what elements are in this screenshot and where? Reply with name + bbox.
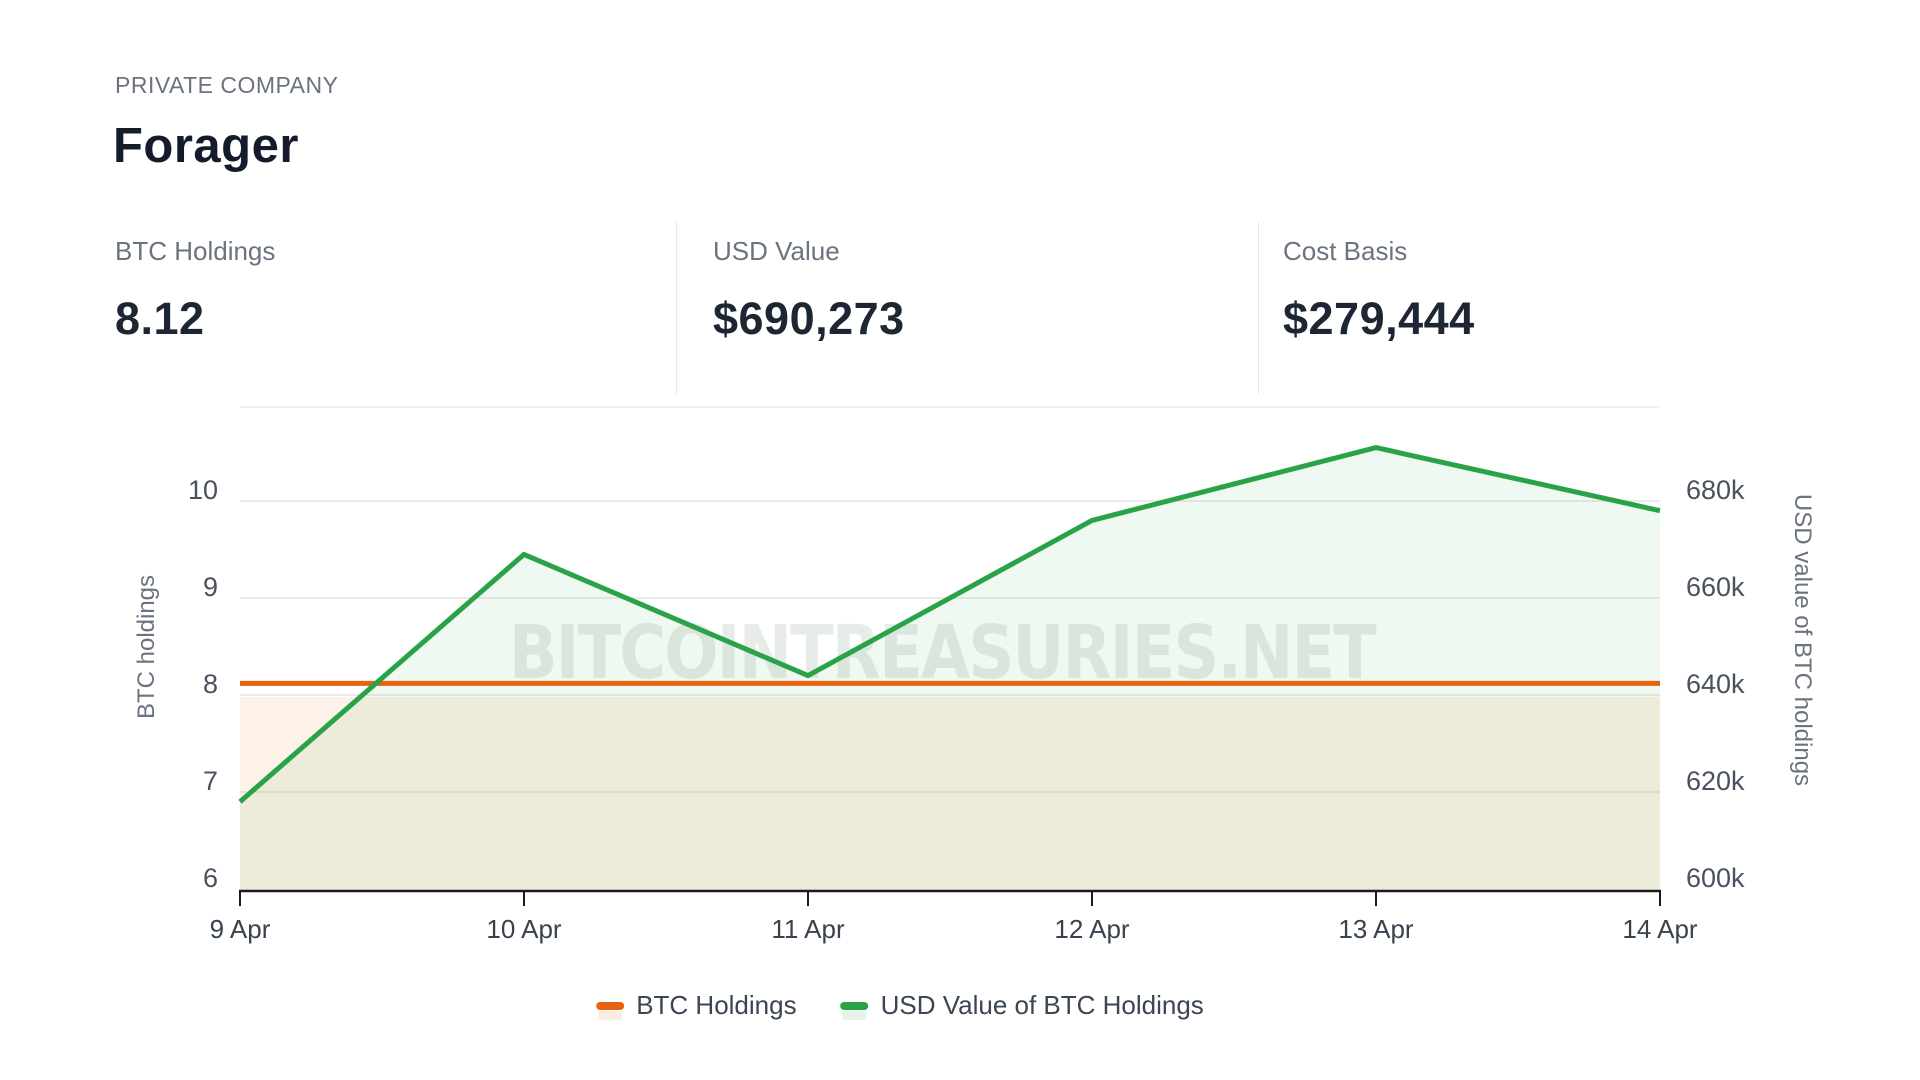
svg-text:6: 6 [203, 863, 218, 893]
x-axis-ticks [239, 891, 1661, 906]
stats-divider [676, 222, 677, 394]
y-axis-right-title: USD value of BTC holdings [1789, 494, 1816, 786]
svg-text:660k: 660k [1686, 572, 1745, 602]
legend-label: USD Value of BTC Holdings [880, 990, 1204, 1020]
y-axis-right-labels: 680k 660k 640k 620k 600k [1686, 475, 1745, 893]
svg-text:9: 9 [203, 572, 218, 602]
btc-holdings-swatch-icon [596, 1001, 625, 1020]
legend-item-btc-holdings[interactable]: BTC Holdings [596, 990, 797, 1021]
usd-value-line [238, 445, 1661, 804]
svg-text:600k: 600k [1686, 863, 1745, 893]
svg-text:640k: 640k [1686, 669, 1745, 699]
company-type-eyebrow: PRIVATE COMPANY [115, 72, 339, 98]
svg-text:10 Apr: 10 Apr [486, 914, 562, 944]
usd-value-swatch-icon [840, 1001, 869, 1020]
svg-text:14 Apr: 14 Apr [1622, 914, 1698, 944]
stat-cost-basis: Cost Basis $279,444 [1283, 222, 1475, 345]
y-axis-left-title: BTC holdings [133, 575, 160, 719]
stat-usd-value: USD Value $690,273 [713, 222, 905, 345]
stat-value: 8.12 [115, 293, 205, 344]
page-title: Forager [113, 119, 299, 173]
legend-label: BTC Holdings [636, 990, 797, 1020]
btc-holdings-area [240, 697, 1660, 891]
stats-divider [1258, 222, 1259, 394]
svg-text:680k: 680k [1686, 475, 1745, 505]
svg-text:10: 10 [188, 475, 218, 505]
stat-label: BTC Holdings [115, 236, 276, 266]
svg-text:12 Apr: 12 Apr [1054, 914, 1130, 944]
svg-text:9 Apr: 9 Apr [210, 914, 271, 944]
legend-item-usd-value[interactable]: USD Value of BTC Holdings [840, 990, 1204, 1021]
chart-legend: BTC Holdings USD Value of BTC Holdings [596, 990, 1204, 1021]
y-axis-left-labels: 10 9 8 7 6 [188, 475, 218, 893]
usd-value-area [240, 447, 1660, 891]
svg-text:620k: 620k [1686, 766, 1745, 796]
svg-text:7: 7 [203, 766, 218, 796]
stats-row: BTC Holdings 8.12 USD Value $690,273 Cos… [0, 222, 1920, 394]
stat-btc-holdings: BTC Holdings 8.12 [115, 222, 275, 345]
x-axis-labels: 9 Apr 10 Apr 11 Apr 12 Apr 13 Apr 14 Apr [210, 914, 1698, 944]
stat-value: $279,444 [1283, 293, 1475, 344]
svg-text:11 Apr: 11 Apr [771, 914, 845, 944]
svg-text:13 Apr: 13 Apr [1338, 914, 1414, 944]
stat-value: $690,273 [713, 293, 905, 344]
stat-label: USD Value [713, 236, 840, 266]
stat-label: Cost Basis [1283, 236, 1408, 266]
svg-text:8: 8 [203, 669, 218, 699]
